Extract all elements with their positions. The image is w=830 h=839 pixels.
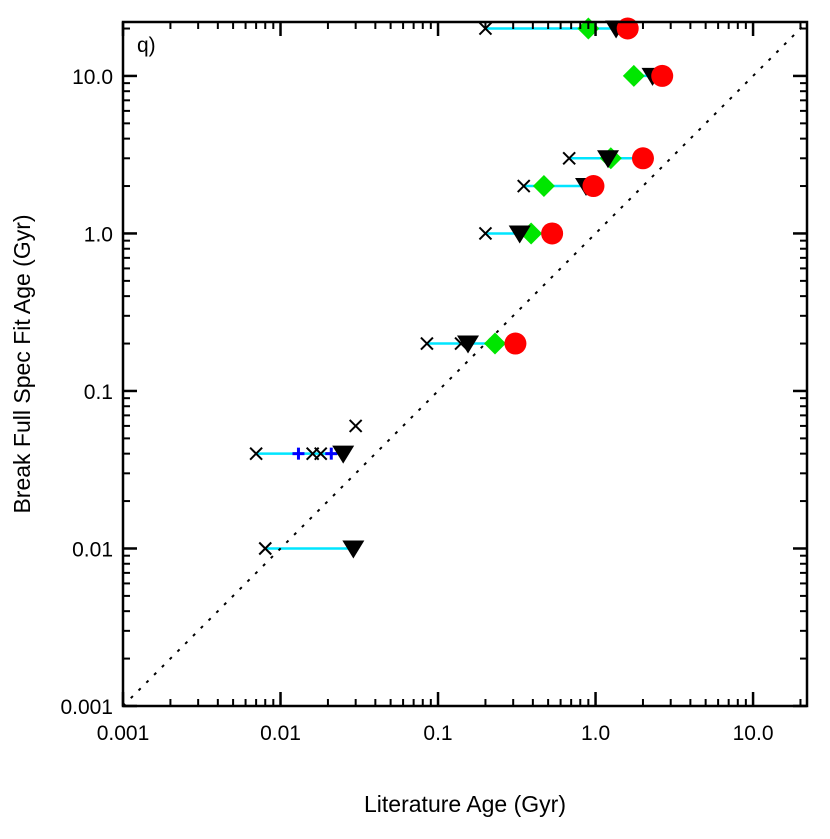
cross-stroke xyxy=(314,446,328,461)
cross-marker xyxy=(249,446,263,461)
y-tick-label: 0.1 xyxy=(84,381,113,404)
cross-marker xyxy=(478,226,493,241)
y-tick-labels: 0.001 0.01 0.1 1.0 10.0 xyxy=(60,66,113,719)
plot-frame xyxy=(121,20,809,708)
cross-marker xyxy=(562,151,576,166)
green-diamond-marker xyxy=(484,332,507,355)
x-tick-label: 10.0 xyxy=(733,722,774,745)
red-circle-marker xyxy=(541,222,564,245)
cross-marker xyxy=(420,336,434,351)
cross-marker xyxy=(348,419,363,433)
x-tick-label: 1.0 xyxy=(581,722,610,745)
black-triangle-marker xyxy=(342,540,365,559)
y-axis-title: Break Full Spec Fit Age (Gyr) xyxy=(9,214,35,513)
red-circle-marker xyxy=(504,332,527,355)
green-diamond-marker xyxy=(622,64,645,87)
y-tick-label: 1.0 xyxy=(84,223,113,246)
blue-plus-marker xyxy=(325,447,338,460)
cross-stroke xyxy=(348,419,363,433)
x-tick-label: 0.001 xyxy=(97,722,150,745)
plot-area xyxy=(123,22,807,706)
black-triangle-marker xyxy=(332,445,355,464)
blue-plus-marker xyxy=(292,447,305,460)
black-triangle-marker xyxy=(597,150,620,169)
x-tick-labels: 0.001 0.01 0.1 1.0 10.0 xyxy=(97,722,774,745)
panel-label: q) xyxy=(137,34,156,57)
red-circle-marker xyxy=(651,64,674,87)
x-tick-label: 0.01 xyxy=(260,722,301,745)
y-tick-label: 0.01 xyxy=(72,538,113,561)
x-tick-label: 0.1 xyxy=(423,722,452,745)
red-circle-marker xyxy=(582,175,605,198)
y-tick-label: 10.0 xyxy=(72,66,113,89)
cross-marker xyxy=(314,446,328,461)
cross-stroke xyxy=(478,226,493,241)
cross-stroke xyxy=(562,151,576,166)
red-circle-marker xyxy=(631,147,654,170)
cross-stroke xyxy=(420,336,434,351)
green-diamond-marker xyxy=(532,175,555,198)
cross-stroke xyxy=(517,179,531,193)
x-axis-title: Literature Age (Gyr) xyxy=(364,791,566,817)
cross-marker xyxy=(258,541,272,556)
cross-stroke xyxy=(258,541,272,556)
cross-stroke xyxy=(249,446,263,461)
black-triangle-marker xyxy=(508,225,531,244)
cross-marker xyxy=(517,179,531,193)
y-tick-label: 0.001 xyxy=(60,696,113,719)
black-triangle-marker xyxy=(457,335,480,354)
